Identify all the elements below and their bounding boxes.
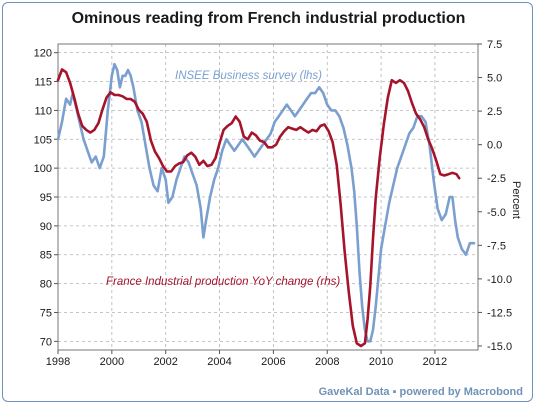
left-tick-label: 90 bbox=[40, 221, 52, 233]
left-tick-label: 80 bbox=[40, 279, 52, 291]
industrial-production-line bbox=[56, 68, 461, 348]
source-separator: ▪ bbox=[392, 386, 400, 398]
right-tick-label: 7.5 bbox=[487, 39, 502, 51]
x-tick-label: 2008 bbox=[315, 356, 339, 368]
gridlines bbox=[57, 44, 478, 350]
x-tick-label: 2010 bbox=[369, 356, 393, 368]
source-suffix: powered by Macrobond bbox=[399, 386, 523, 398]
left-tick-label: 110 bbox=[34, 105, 52, 117]
series-lines bbox=[56, 62, 476, 348]
x-tick-label: 2004 bbox=[207, 356, 231, 368]
right-tick-label: -15.0 bbox=[487, 341, 512, 353]
right-tick-label: -5.0 bbox=[487, 207, 506, 219]
left-tick-label: 105 bbox=[34, 134, 52, 146]
left-tick-label: 95 bbox=[40, 192, 52, 204]
insee-business-survey-line bbox=[56, 62, 476, 343]
x-tick-label: 2012 bbox=[423, 356, 447, 368]
x-tick-label: 2000 bbox=[100, 356, 124, 368]
insee-series-label: INSEE Business survey (lhs) bbox=[175, 70, 322, 82]
x-tick-label: 1998 bbox=[46, 356, 70, 368]
x-tick-label: 2006 bbox=[261, 356, 285, 368]
right-tick-label: -10.0 bbox=[487, 274, 512, 286]
axis-ticks: 120 115 110 105 100 95 90 85 80 75 70 7.5 5.0 2.5 0.0 -… bbox=[34, 39, 512, 368]
right-tick-label: 2.5 bbox=[487, 106, 502, 118]
left-tick-label: 85 bbox=[40, 250, 52, 262]
right-axis-label: Percent bbox=[510, 181, 522, 219]
left-tick-label: 115 bbox=[34, 77, 52, 89]
left-tick-label: 120 bbox=[34, 48, 52, 60]
chart-frame bbox=[2, 2, 533, 402]
right-tick-label: -7.5 bbox=[487, 240, 506, 252]
right-tick-label: -2.5 bbox=[487, 173, 506, 185]
right-tick-label: 0.0 bbox=[487, 140, 502, 152]
left-tick-label: 100 bbox=[34, 163, 52, 175]
right-tick-label: -12.5 bbox=[487, 307, 512, 319]
left-tick-label: 70 bbox=[40, 336, 52, 348]
right-tick-label: 5.0 bbox=[487, 73, 502, 85]
production-series-label: France Industrial production YoY change … bbox=[106, 276, 340, 288]
chart-title: Ominous reading from French industrial p… bbox=[71, 10, 466, 27]
source-credit: GaveKal Data ▪ powered by Macrobond bbox=[319, 386, 523, 398]
left-tick-label: 75 bbox=[40, 307, 52, 319]
source-name: GaveKal Data bbox=[318, 386, 390, 398]
x-tick-label: 2002 bbox=[153, 356, 177, 368]
